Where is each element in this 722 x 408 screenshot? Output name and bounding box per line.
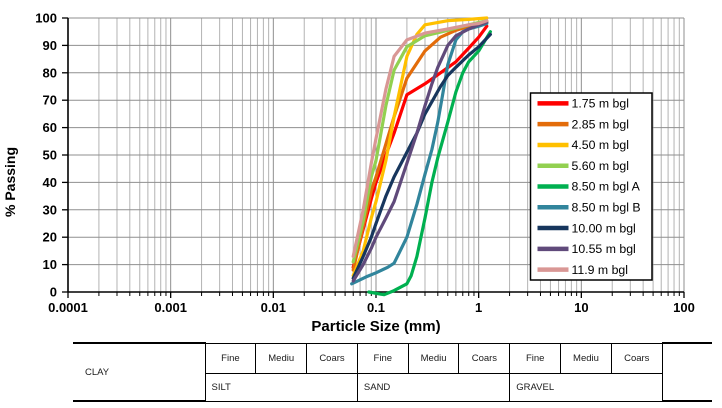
x-axis-title: Particle Size (mm) — [311, 318, 440, 335]
tick-labels: 0 10 20 30 40 50 60 70 80 90 100 0.0001 0.001 0.01 0.1… — [35, 11, 695, 316]
gravel-coarse-cell: Coars — [610, 342, 663, 374]
series-line-10-55-m-bgl — [351, 20, 489, 283]
table-end-cell — [661, 342, 713, 402]
series-line-2-85-m-bgl — [351, 20, 489, 272]
x-tick-label: 0.001 — [154, 300, 187, 315]
legend-item: 8.50 m bgl B — [537, 200, 641, 214]
legend-item: 2.85 m bgl — [537, 117, 629, 131]
silt-medium-cell: Mediu — [255, 342, 308, 374]
legend-label: 11.9 m bgl — [572, 263, 629, 277]
x-tick-label: 1 — [475, 300, 482, 315]
legend-item: 11.9 m bgl — [537, 263, 629, 277]
legend: 1.75 m bgl 2.85 m bgl 4.50 m bgl 5.60 m bgl… — [529, 92, 653, 281]
y-axis-title: % Passing — [2, 147, 18, 217]
silt-fine-cell: Fine — [204, 342, 257, 374]
silt-coarse-cell: Coars — [306, 342, 358, 374]
legend-item: 1.75 m bgl — [537, 97, 629, 111]
x-tick-label: 0.01 — [261, 300, 286, 315]
y-tick-label: 20 — [43, 230, 57, 245]
y-tick-label: 70 — [43, 93, 57, 108]
particle-size-chart: 0 10 20 30 40 50 60 70 80 90 100 0.0001 0.001 0.01 0.1… — [2, 11, 695, 336]
sand-coarse-cell: Coars — [458, 342, 511, 374]
y-tick-label: 90 — [43, 38, 57, 53]
legend-label: 8.50 m bgl A — [572, 180, 641, 194]
legend-item: 5.60 m bgl — [537, 159, 629, 173]
sand-medium-cell: Mediu — [407, 342, 460, 374]
clay-cell: CLAY — [73, 342, 206, 402]
y-tick-label: 60 — [43, 120, 57, 135]
legend-item: 10.55 m bgl — [537, 242, 636, 256]
x-tick-label: 0.0001 — [48, 300, 88, 315]
legend-label: 4.50 m bgl — [572, 138, 629, 152]
legend-label: 8.50 m bgl B — [572, 200, 641, 214]
legend-item: 10.00 m bgl — [537, 221, 636, 235]
gravel-fine-cell: Fine — [509, 342, 562, 374]
x-tick-label: 0.1 — [367, 300, 385, 315]
legend-label: 10.55 m bgl — [572, 242, 636, 256]
series-line-8-50-m-bgl-a — [367, 30, 492, 297]
gravel-medium-cell: Mediu — [560, 342, 612, 374]
y-tick-label: 30 — [43, 202, 57, 217]
soil-classification-table: CLAY Fine Mediu Coars Fine Mediu Coars F… — [73, 342, 713, 402]
series-curves — [350, 16, 492, 297]
series-line-1-75-m-bgl — [351, 24, 489, 269]
y-tick-label: 50 — [43, 148, 57, 163]
series-line-11-9-m-bgl — [351, 19, 489, 258]
gravel-group-cell: GRAVEL — [509, 372, 663, 402]
y-tick-label: 100 — [35, 11, 57, 26]
sand-fine-cell: Fine — [356, 342, 409, 374]
legend-item: 4.50 m bgl — [537, 138, 629, 152]
y-tick-label: 40 — [43, 175, 57, 190]
y-tick-label: 10 — [43, 257, 57, 272]
sand-group-cell: SAND — [356, 372, 511, 402]
silt-group-cell: SILT — [204, 372, 358, 402]
legend-label: 1.75 m bgl — [572, 97, 629, 111]
legend-label: 2.85 m bgl — [572, 117, 629, 131]
y-tick-label: 0 — [50, 285, 57, 300]
legend-label: 10.00 m bgl — [572, 221, 636, 235]
legend-label: 5.60 m bgl — [572, 159, 629, 173]
x-tick-label: 10 — [574, 300, 588, 315]
legend-item: 8.50 m bgl A — [537, 180, 641, 194]
y-tick-label: 80 — [43, 65, 57, 80]
series-line-4-50-m-bgl — [351, 16, 489, 278]
x-tick-label: 100 — [673, 300, 695, 315]
